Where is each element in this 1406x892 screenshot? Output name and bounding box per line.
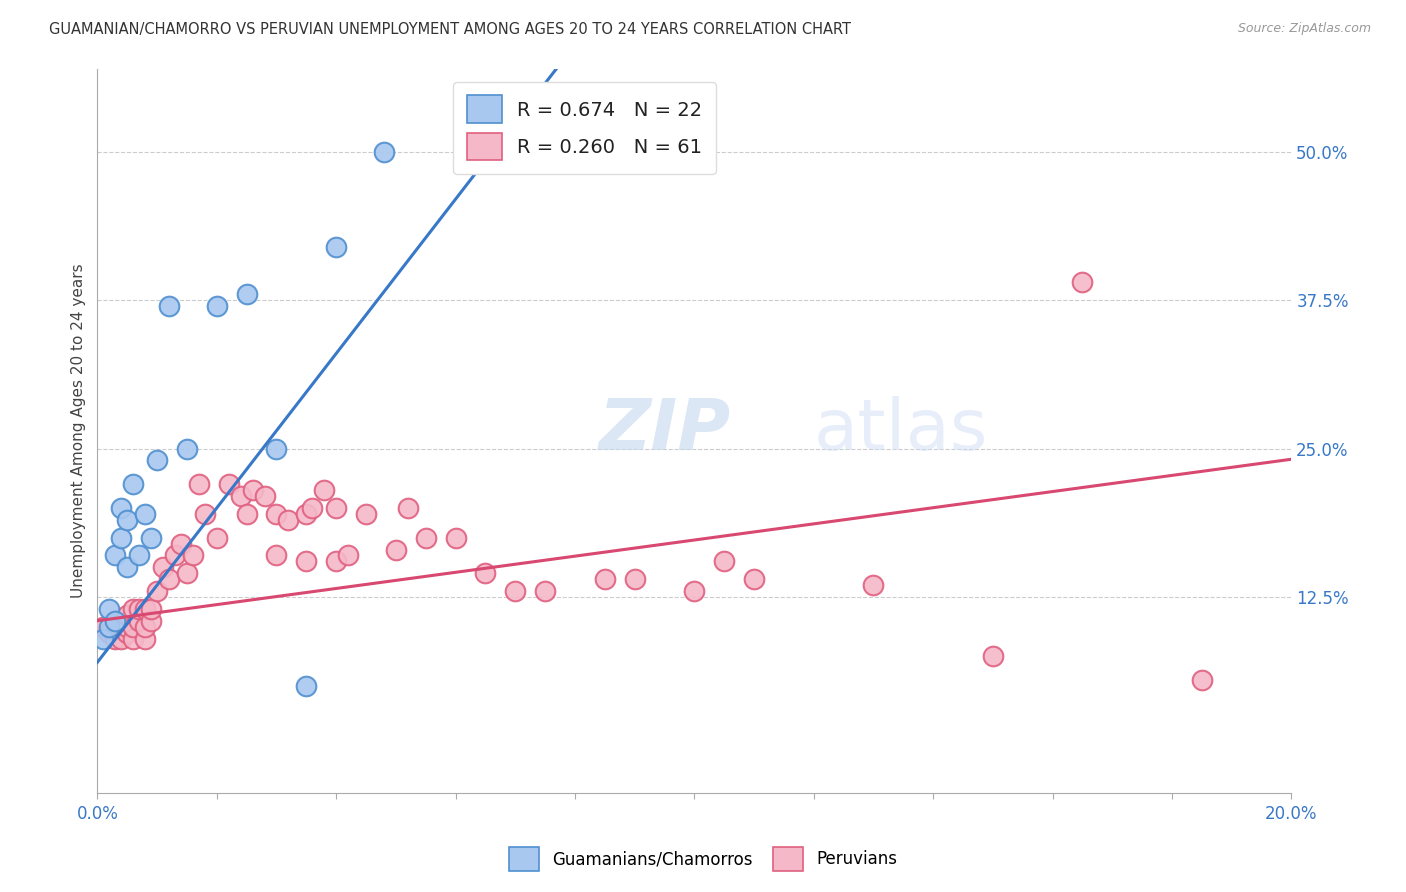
- Point: [205, 531, 228, 545]
- Point: [373, 145, 395, 159]
- Point: [683, 584, 706, 599]
- Point: [170, 536, 193, 550]
- Point: [104, 549, 127, 563]
- Point: [354, 507, 377, 521]
- Point: [1071, 275, 1094, 289]
- Point: [146, 584, 169, 599]
- Point: [163, 549, 186, 563]
- Point: [115, 620, 138, 634]
- Y-axis label: Unemployment Among Ages 20 to 24 years: Unemployment Among Ages 20 to 24 years: [72, 263, 86, 598]
- Legend: R = 0.674   N = 22, R = 0.260   N = 61: R = 0.674 N = 22, R = 0.260 N = 61: [453, 82, 716, 174]
- Point: [229, 489, 252, 503]
- Point: [122, 632, 145, 646]
- Point: [266, 549, 288, 563]
- Point: [110, 620, 132, 634]
- Point: [122, 477, 145, 491]
- Point: [295, 507, 318, 521]
- Point: [325, 240, 347, 254]
- Point: [104, 614, 127, 628]
- Point: [115, 607, 138, 622]
- Point: [981, 649, 1004, 664]
- Point: [444, 531, 467, 545]
- Point: [122, 620, 145, 634]
- Point: [253, 489, 276, 503]
- Point: [139, 614, 162, 628]
- Point: [134, 620, 156, 634]
- Text: atlas: atlas: [814, 396, 988, 466]
- Point: [295, 679, 318, 693]
- Point: [187, 477, 209, 491]
- Point: [396, 500, 419, 515]
- Point: [385, 542, 408, 557]
- Point: [301, 500, 323, 515]
- Point: [415, 531, 437, 545]
- Text: GUAMANIAN/CHAMORRO VS PERUVIAN UNEMPLOYMENT AMONG AGES 20 TO 24 YEARS CORRELATIO: GUAMANIAN/CHAMORRO VS PERUVIAN UNEMPLOYM…: [49, 22, 851, 37]
- Point: [91, 620, 114, 634]
- Point: [205, 299, 228, 313]
- Point: [474, 566, 496, 581]
- Point: [128, 602, 150, 616]
- Point: [181, 549, 204, 563]
- Point: [176, 442, 198, 456]
- Point: [91, 632, 114, 646]
- Text: Source: ZipAtlas.com: Source: ZipAtlas.com: [1237, 22, 1371, 36]
- Point: [325, 554, 347, 568]
- Point: [134, 632, 156, 646]
- Point: [593, 572, 616, 586]
- Point: [337, 549, 360, 563]
- Text: ZIP: ZIP: [599, 396, 731, 466]
- Point: [157, 299, 180, 313]
- Point: [115, 513, 138, 527]
- Point: [314, 483, 336, 497]
- Point: [713, 554, 735, 568]
- Point: [277, 513, 299, 527]
- Point: [235, 287, 257, 301]
- Point: [110, 531, 132, 545]
- Point: [128, 549, 150, 563]
- Point: [110, 632, 132, 646]
- Point: [110, 500, 132, 515]
- Point: [104, 632, 127, 646]
- Point: [1191, 673, 1213, 688]
- Point: [295, 554, 318, 568]
- Point: [104, 614, 127, 628]
- Point: [503, 584, 526, 599]
- Point: [534, 584, 557, 599]
- Point: [742, 572, 765, 586]
- Point: [242, 483, 264, 497]
- Point: [122, 602, 145, 616]
- Legend: Guamanians/Chamorros, Peruvians: Guamanians/Chamorros, Peruvians: [501, 839, 905, 880]
- Point: [115, 625, 138, 640]
- Point: [157, 572, 180, 586]
- Point: [139, 531, 162, 545]
- Point: [266, 507, 288, 521]
- Point: [146, 453, 169, 467]
- Point: [218, 477, 240, 491]
- Point: [134, 602, 156, 616]
- Point: [325, 500, 347, 515]
- Point: [128, 614, 150, 628]
- Point: [623, 572, 645, 586]
- Point: [98, 602, 121, 616]
- Point: [266, 442, 288, 456]
- Point: [98, 625, 121, 640]
- Point: [176, 566, 198, 581]
- Point: [862, 578, 884, 592]
- Point: [115, 560, 138, 574]
- Point: [134, 507, 156, 521]
- Point: [139, 602, 162, 616]
- Point: [152, 560, 174, 574]
- Point: [194, 507, 217, 521]
- Point: [98, 620, 121, 634]
- Point: [235, 507, 257, 521]
